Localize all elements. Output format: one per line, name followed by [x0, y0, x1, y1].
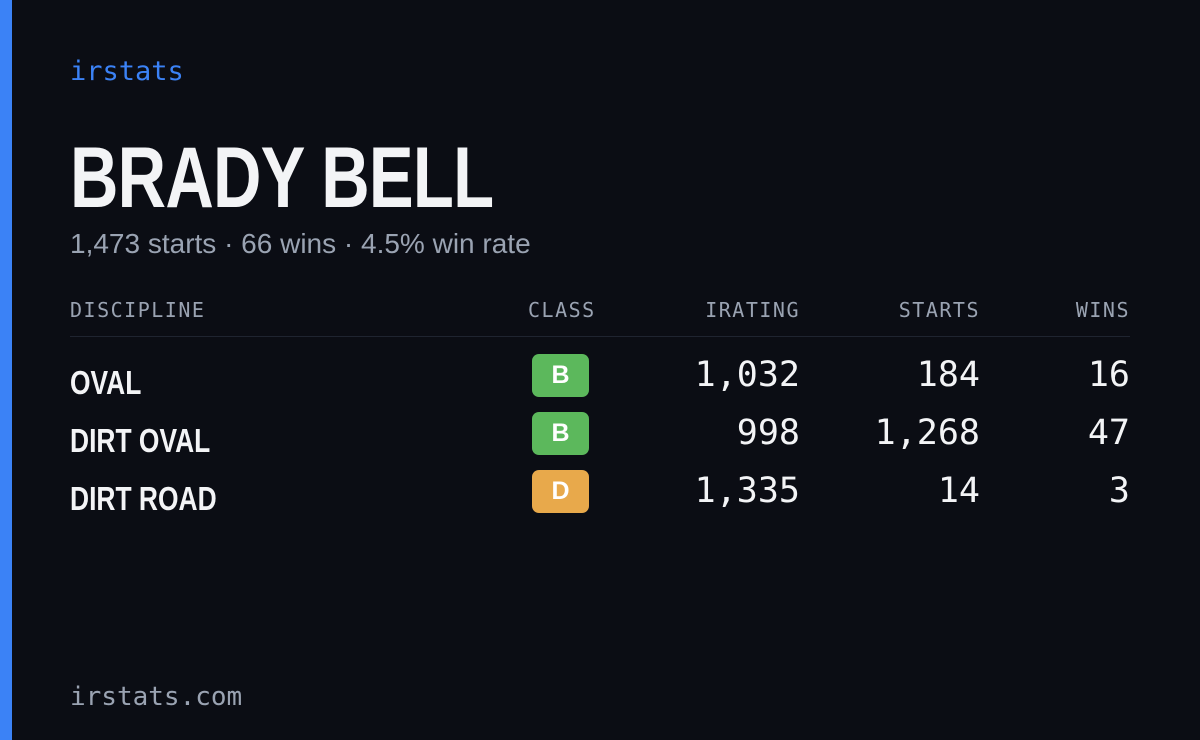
discipline: OVAL: [70, 364, 142, 401]
discipline: DIRT OVAL: [70, 422, 211, 459]
column-header: IRATING: [705, 298, 800, 322]
starts: 184: [916, 355, 980, 395]
wins: 3: [1108, 471, 1130, 511]
irating: 998: [736, 413, 800, 453]
column-header: WINS: [1075, 298, 1130, 322]
irating: 1,335: [694, 471, 800, 511]
starts: 1,268: [874, 413, 980, 453]
discipline: DIRT ROAD: [70, 480, 217, 517]
accent-bar: [0, 0, 12, 740]
class-badge: D: [532, 470, 589, 513]
wins: 47: [1087, 413, 1130, 453]
class-badge: B: [532, 412, 589, 455]
footer: irstats.com: [70, 682, 243, 712]
header-rule: [70, 336, 1130, 337]
irating: 1,032: [694, 355, 800, 395]
driver-summary: 1,473 starts · 66 wins · 4.5% win rate: [70, 228, 531, 259]
class-badge: B: [532, 354, 589, 397]
starts: 14: [937, 471, 980, 511]
column-header: DISCIPLINE: [70, 298, 206, 322]
wins: 16: [1087, 355, 1130, 395]
column-header: CLASS: [528, 298, 596, 322]
column-header: STARTS: [898, 298, 980, 322]
driver-name: BRADY BELL: [70, 130, 494, 226]
brand: irstats: [70, 56, 184, 87]
